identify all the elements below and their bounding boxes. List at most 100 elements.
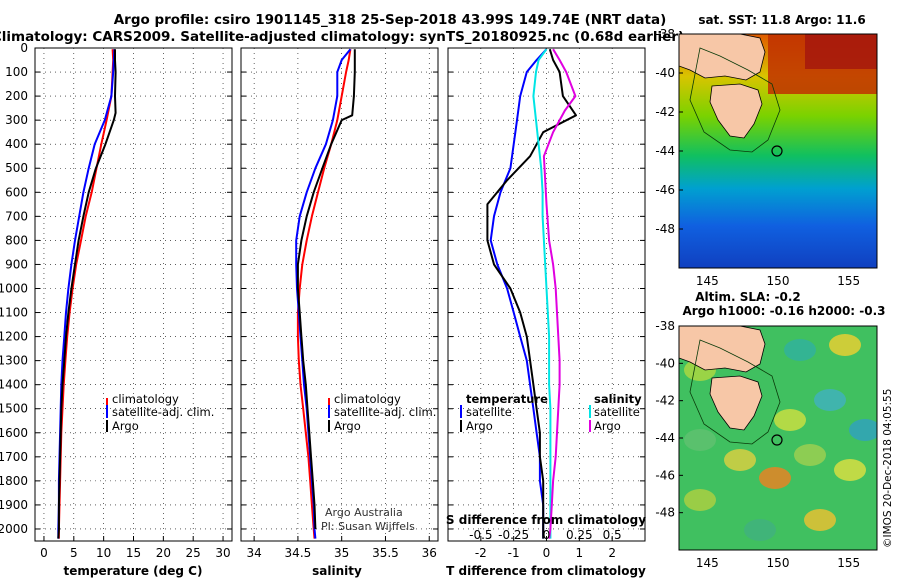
salinity-axes-frame bbox=[240, 47, 439, 542]
x-tick-label: 36 bbox=[422, 546, 437, 560]
lat-tick-label: -46 bbox=[655, 468, 675, 482]
sla-blob bbox=[784, 339, 816, 361]
legend-temp-title: temperature bbox=[466, 392, 548, 406]
x-tick-label: 20 bbox=[156, 546, 171, 560]
legend-sal-title: salinity bbox=[594, 392, 642, 406]
salinity-panel: 34 34.5 35 35.5 36 salinity climatology sate… bbox=[240, 47, 439, 578]
depth-tick-label: 200 bbox=[5, 89, 28, 103]
depth-tick-label: 500 bbox=[5, 161, 28, 175]
lat-tick-label: -38 bbox=[655, 27, 675, 41]
depth-tick-label: 1600 bbox=[0, 426, 28, 440]
depth-tick-label: 1000 bbox=[0, 281, 28, 295]
lon-tick-label: 145 bbox=[696, 556, 719, 570]
x-tick-label: 34.5 bbox=[285, 546, 312, 560]
depth-tick-label: 400 bbox=[5, 137, 28, 151]
sla-blob bbox=[829, 334, 861, 356]
lat-tick-label: -38 bbox=[655, 319, 675, 333]
legend-climatology: climatology bbox=[112, 392, 179, 406]
depth-tick-label: 1300 bbox=[0, 354, 28, 368]
series-argo bbox=[296, 49, 356, 530]
salinity-legend: climatology satellite-adj. clim. Argo bbox=[328, 392, 436, 433]
s-diff-tick-label: 0.5 bbox=[603, 528, 622, 542]
sla-blob bbox=[834, 459, 866, 481]
depth-tick-label: 600 bbox=[5, 185, 28, 199]
sla-blob bbox=[814, 389, 846, 411]
sla-blob bbox=[684, 429, 716, 451]
s-diff-tick-label: 0.25 bbox=[566, 528, 593, 542]
series-temperature-argo bbox=[486, 48, 577, 539]
bathymetry-contour bbox=[689, 339, 781, 445]
depth-tick-label: 1800 bbox=[0, 474, 28, 488]
series-salinity-argo bbox=[542, 48, 577, 539]
legend-sal-argo: Argo bbox=[594, 419, 621, 433]
legend-argo: Argo bbox=[334, 419, 361, 433]
lon-tick-label: 145 bbox=[696, 274, 719, 288]
temperature-axes-frame bbox=[34, 47, 233, 542]
sst-hot-patch bbox=[805, 34, 877, 69]
sla-blob bbox=[684, 489, 716, 511]
depth-tick-label: 2000 bbox=[0, 522, 28, 536]
depth-tick-label: 700 bbox=[5, 209, 28, 223]
bathymetry-contour bbox=[689, 47, 781, 153]
lat-tick-label: -42 bbox=[655, 394, 675, 408]
legend-sal-satellite: satellite bbox=[594, 405, 640, 419]
x-tick-label: 1 bbox=[576, 546, 584, 560]
series-satellite bbox=[295, 48, 352, 539]
x-tick-label: 10 bbox=[96, 546, 111, 560]
x-tick-label: 34 bbox=[246, 546, 261, 560]
sla-blob bbox=[759, 467, 791, 489]
sla-map: Altim. SLA: -0.2 Argo h1000: -0.16 h2000… bbox=[655, 290, 894, 570]
x-tick-label: 5 bbox=[70, 546, 78, 560]
lon-tick-label: 155 bbox=[837, 274, 860, 288]
temperature-panel: 0 5 10 15 20 25 30 temperature (deg C) climato… bbox=[34, 47, 233, 578]
depth-tick-label: 1700 bbox=[0, 450, 28, 464]
lat-tick-label: -40 bbox=[655, 66, 675, 80]
legend-satellite: satellite-adj. clim. bbox=[334, 405, 436, 419]
x-tick-label: 0 bbox=[543, 546, 551, 560]
depth-tick-label: 300 bbox=[5, 113, 28, 127]
s-diff-tick-label: -0.25 bbox=[498, 528, 529, 542]
lat-tick-label: -42 bbox=[655, 105, 675, 119]
imos-stamp: ©IMOS 20-Dec-2018 04:05:55 bbox=[882, 389, 894, 548]
depth-tick-label: 1900 bbox=[0, 498, 28, 512]
sla-blob bbox=[849, 419, 877, 441]
sst-map-title: sat. SST: 11.8 Argo: 11.6 bbox=[698, 13, 865, 27]
series-argo bbox=[57, 49, 117, 539]
title-line-1: Argo profile: csiro 1901145_318 25-Sep-2… bbox=[114, 12, 667, 28]
x-tick-label: 35.5 bbox=[372, 546, 399, 560]
x-tick-label: 30 bbox=[215, 546, 230, 560]
sla-blob bbox=[794, 444, 826, 466]
sla-anomaly-blobs bbox=[684, 334, 877, 541]
depth-axis: 0 100 200 300 400 500 600 700 800 900 1000 1100 1200… bbox=[0, 41, 28, 536]
lat-tick-label: -48 bbox=[655, 222, 675, 236]
sla-blob bbox=[774, 409, 806, 431]
sst-map: sat. SST: 11.8 Argo: 11.6 bbox=[655, 13, 878, 288]
x-tick-label: 35 bbox=[334, 546, 349, 560]
lat-tick-label: -46 bbox=[655, 183, 675, 197]
x-tick-label: 0 bbox=[40, 546, 48, 560]
argo-location-marker bbox=[771, 145, 783, 157]
salinity-xlabel: salinity bbox=[312, 564, 362, 578]
temperature-xlabel: temperature (deg C) bbox=[64, 564, 203, 578]
legend-temp-argo: Argo bbox=[466, 419, 493, 433]
series-climatology bbox=[296, 49, 352, 539]
sst-map-ticks: 145 150 155 -38 -40 -42 -44 -46 -48 bbox=[655, 27, 860, 288]
x-tick-label: 25 bbox=[186, 546, 201, 560]
series-salinity-satellite bbox=[532, 48, 552, 539]
difference-top-xlabel: S difference from climatology bbox=[446, 513, 646, 527]
temperature-legend: climatology satellite-adj. clim. Argo bbox=[106, 392, 214, 433]
tasmania-landmass bbox=[709, 83, 763, 139]
difference-xlabel: T difference from climatology bbox=[446, 564, 646, 578]
sla-blob bbox=[724, 449, 756, 471]
depth-tick-label: 1500 bbox=[0, 402, 28, 416]
legend-argo: Argo bbox=[112, 419, 139, 433]
sla-map-title-1: Altim. SLA: -0.2 bbox=[695, 290, 801, 304]
tasmania-landmass bbox=[709, 375, 763, 431]
depth-tick-label: 100 bbox=[5, 65, 28, 79]
credit-line-1: Argo Australia bbox=[325, 506, 403, 519]
title-line-2: Climatology: CARS2009. Satellite-adjuste… bbox=[0, 29, 684, 45]
depth-tick-label: 1200 bbox=[0, 330, 28, 344]
lon-tick-label: 155 bbox=[837, 556, 860, 570]
lon-tick-label: 150 bbox=[767, 556, 790, 570]
lat-tick-label: -44 bbox=[655, 431, 675, 445]
